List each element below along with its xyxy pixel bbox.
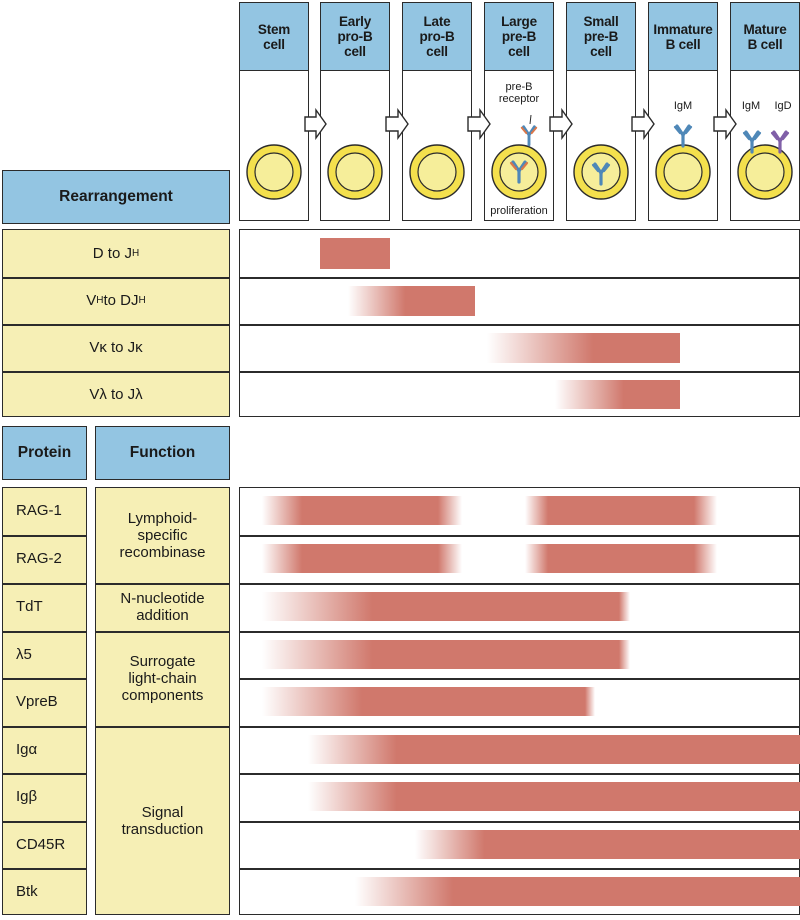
cytoplasmic-mu-chain-icon [591,162,611,186]
protein-label-panel [2,487,87,915]
row-divider [239,678,800,680]
proliferation-label: proliferation [490,205,548,217]
pre-b-receptor-pointer [529,114,532,125]
pre-b-receptor-cytoplasmic-icon [509,160,529,184]
row-divider [2,583,87,585]
row-divider [95,726,230,728]
function-label-panel [95,487,230,915]
protein-rag2: RAG-2 [16,550,62,567]
igd-label: IgD [774,100,792,112]
stage-label-mature-b: Mature B cell [730,2,800,71]
expression-bar-rag1 [525,496,717,525]
expression-bar-rag2 [262,544,462,573]
pre-b-receptor-surface-icon [520,125,538,147]
function-lymphoid-recombinase: Lymphoid-specific recombinase [119,509,206,561]
protein-header: Protein [2,426,87,480]
row-divider [2,535,87,537]
row-divider [239,371,800,373]
row-divider [95,583,230,585]
progression-arrow-icon [385,107,409,141]
progression-arrow-icon [467,107,491,141]
row-divider [2,773,87,775]
row-divider [239,631,800,633]
row-divider [2,371,230,373]
cell-nucleus-icon [745,152,785,192]
function-signal-transduction: Signal transduction [121,803,204,838]
row-divider [2,277,230,279]
expression-bar-vk-jk [487,333,680,363]
stage-illustration [246,107,793,200]
row-divider [2,726,87,728]
cell-nucleus-icon [254,152,294,192]
progression-arrow-icon [631,107,655,141]
surface-igm-icon [742,130,762,154]
row-divider [2,631,87,633]
function-surrogate-light-chain: Surrogate light-chain components [121,653,204,704]
stage-label-stem: Stem cell [239,2,309,71]
igm-label: IgM [673,100,693,112]
progression-arrow-icon [549,107,573,141]
rearrangement-vl-jl: Vλ to Jλ [89,385,143,403]
stage-label-small-pre-b: Small pre-B cell [566,2,636,71]
protein-tdt: TdT [16,598,43,615]
protein-lambda5: λ5 [16,646,32,663]
expression-bar-lambda5 [262,640,630,669]
expression-bar-igb [308,782,800,811]
row-divider [2,324,230,326]
pre-b-receptor-label: pre-B receptor [498,81,540,105]
expression-bar-vl-jl [555,380,680,409]
progression-arrow-icon [713,107,737,141]
stage-label-early-pro-b: Early pro-B cell [320,2,390,71]
expression-bar-tdt [262,592,630,621]
rearrangement-header: Rearrangement [2,170,230,224]
protein-btk: Btk [16,883,38,900]
row-divider [239,583,800,585]
stage-label-immature-b: Immature B cell [648,2,718,71]
expression-bar-cd45r [415,830,800,859]
row-divider [239,324,800,326]
function-n-nucleotide: N-nucleotide addition [120,590,205,624]
row-divider [239,868,800,870]
cell-nucleus-icon [417,152,457,192]
row-divider [95,631,230,633]
row-divider [239,821,800,823]
protein-cd45r: CD45R [16,836,66,853]
expression-bar-btk [355,877,800,906]
rearrangement-vk-jk: Vκ to Jκ [89,339,143,356]
protein-iga: Igα [16,741,38,758]
surface-igd-icon [770,130,790,154]
protein-igb: Igβ [16,788,38,805]
cell-nucleus-icon [335,152,375,192]
row-divider [2,678,87,680]
function-header: Function [95,426,230,480]
protein-rag1: RAG-1 [16,502,62,519]
expression-bar-iga [308,735,800,764]
row-divider [2,821,87,823]
expression-bar-rag1 [262,496,462,525]
progression-arrow-icon [304,107,327,141]
row-divider [239,277,800,279]
surface-igm-icon [673,124,693,148]
igm-label: IgM [741,100,761,112]
protein-vpreb: VpreB [16,693,58,710]
expression-bar-d-jh [320,238,390,269]
cell-nucleus-icon [663,152,703,192]
row-divider [239,535,800,537]
stage-label-large-pre-b: Large pre-B cell [484,2,554,71]
row-divider [239,726,800,728]
stage-label-late-pro-b: Late pro-B cell [402,2,472,71]
expression-bar-vh-djh [348,286,475,316]
rearrangement-label-panel [2,229,230,417]
expression-bar-rag2 [525,544,717,573]
expression-bar-vpreb [262,687,595,716]
row-divider [239,773,800,775]
row-divider [2,868,87,870]
